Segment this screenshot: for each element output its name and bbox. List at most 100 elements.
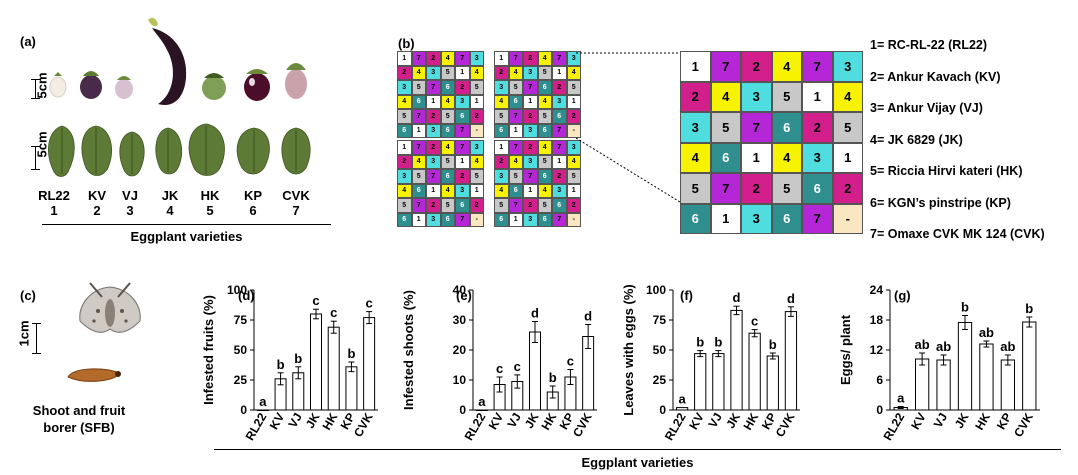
significance-letter: c — [366, 296, 373, 311]
fruit-photos — [49, 17, 307, 105]
grid-cell: 6 — [494, 123, 509, 138]
significance-letter: c — [751, 314, 758, 329]
grid-cell: 5 — [537, 198, 552, 213]
y-axis-label: Leaves with eggs (%) — [621, 284, 636, 415]
grid-cell: 5 — [832, 112, 863, 143]
bar — [784, 311, 798, 411]
legend-item: 7= Omaxe CVK MK 124 (CVK) — [870, 227, 1045, 241]
y-tick-label: 75 — [234, 313, 248, 327]
grid-cell: 1 — [411, 123, 426, 138]
grid-cell: 1 — [426, 94, 441, 109]
significance-letter: d — [584, 309, 592, 324]
significance-letter: c — [496, 361, 503, 376]
sfb-larva-image — [67, 368, 121, 382]
grid-cell: 1 — [469, 183, 484, 198]
bar — [766, 355, 779, 411]
grid-cell: 5 — [710, 112, 741, 143]
grid-cell: 1 — [552, 65, 567, 80]
grid-cell: 5 — [680, 173, 711, 204]
y-tick-label: 24 — [870, 283, 884, 297]
grid-cell: 7 — [508, 140, 523, 155]
grid-cell: 2 — [469, 198, 484, 213]
x-tick-label: KV — [486, 411, 506, 432]
bar — [936, 359, 951, 411]
y-tick-label: 0 — [876, 403, 883, 417]
grid-cell: 6 — [508, 94, 523, 109]
significance-letter: b — [696, 335, 704, 350]
grid-cell: 2 — [523, 51, 538, 66]
variety-label: VJ 3 — [122, 188, 138, 218]
grid-cell: 2 — [552, 169, 567, 184]
grid-cell: 7 — [426, 80, 441, 95]
panel-label: (f) — [680, 288, 693, 303]
grid-cell: 3 — [494, 80, 509, 95]
grid-cell: 6 — [552, 198, 567, 213]
grid-cell: 7 — [411, 140, 426, 155]
grid-cell: 3 — [469, 140, 484, 155]
significance-letter: b — [961, 300, 969, 315]
grid-cell: 3 — [552, 94, 567, 109]
grid-cell: 5 — [771, 81, 802, 112]
x-tick-label: VJ — [931, 411, 950, 431]
grid-cell: 2 — [566, 109, 581, 124]
grid-cell: 1 — [802, 81, 833, 112]
grid-cell: 3 — [802, 142, 833, 173]
grid-cell: 4 — [440, 94, 455, 109]
panel-label: (g) — [894, 288, 911, 303]
fruit-jk — [148, 17, 187, 105]
y-axis-label: Infested shoots (%) — [401, 290, 416, 410]
grid-cell: 4 — [771, 51, 802, 82]
grid-cell: 7 — [411, 109, 426, 124]
grid-cell: 3 — [426, 65, 441, 80]
legend-item: 4= JK 6829 (JK) — [870, 132, 963, 147]
grid-cell: 3 — [680, 112, 711, 143]
significance-letter: ab — [915, 337, 930, 352]
grid-cell: 3 — [523, 65, 538, 80]
significance-letter: b — [347, 346, 355, 361]
grid-cell: 7 — [426, 169, 441, 184]
significance-letter: d — [787, 291, 795, 306]
x-tick-label: JK — [723, 410, 743, 431]
grid-cell: 3 — [469, 51, 484, 66]
grid-cell: 6 — [455, 109, 470, 124]
x-tick-label: KV — [908, 411, 928, 432]
significance-letter: a — [478, 394, 486, 409]
significance-letter: b — [769, 337, 777, 352]
grid-cell: 2 — [832, 173, 863, 204]
grid-cell: 6 — [771, 203, 802, 234]
grid-cell: 6 — [537, 80, 552, 95]
y-tick-label: 6 — [876, 373, 883, 387]
grid-cell: 3 — [455, 94, 470, 109]
bar — [1022, 321, 1037, 411]
grid-cell: 2 — [469, 109, 484, 124]
panel-a-axis-line — [42, 224, 331, 225]
significance-letter: a — [259, 394, 267, 409]
grid-cell: 7 — [411, 51, 426, 66]
grid-cell: 4 — [411, 65, 426, 80]
grid-cell: 5 — [494, 198, 509, 213]
grid-cell: 6 — [710, 142, 741, 173]
bottom-axis-line — [214, 449, 1061, 450]
grid-cell: 7 — [523, 169, 538, 184]
bar — [915, 358, 930, 411]
grid-cell: 6 — [455, 198, 470, 213]
grid-cell: 1 — [508, 212, 523, 227]
x-tick-label: JK — [522, 410, 542, 431]
sfb-caption: Shoot and fruit borer (SFB) — [32, 403, 126, 435]
bar — [256, 409, 269, 411]
variety-label: CVK 7 — [282, 188, 310, 218]
grid-cell: 6 — [537, 123, 552, 138]
grid-cell: 6 — [411, 94, 426, 109]
grid-cell: 1 — [455, 154, 470, 169]
y-tick-label: 0 — [240, 403, 247, 417]
variety-label: KP 6 — [243, 188, 263, 218]
grid-cell: 6 — [508, 183, 523, 198]
significance-letter: b — [1025, 301, 1033, 316]
grid-cell: 5 — [440, 154, 455, 169]
grid-cell: 6 — [552, 109, 567, 124]
grid-cell: 4 — [440, 51, 455, 66]
significance-letter: b — [549, 370, 557, 385]
y-tick-label: 12 — [870, 343, 884, 357]
grid-cell: 3 — [426, 123, 441, 138]
